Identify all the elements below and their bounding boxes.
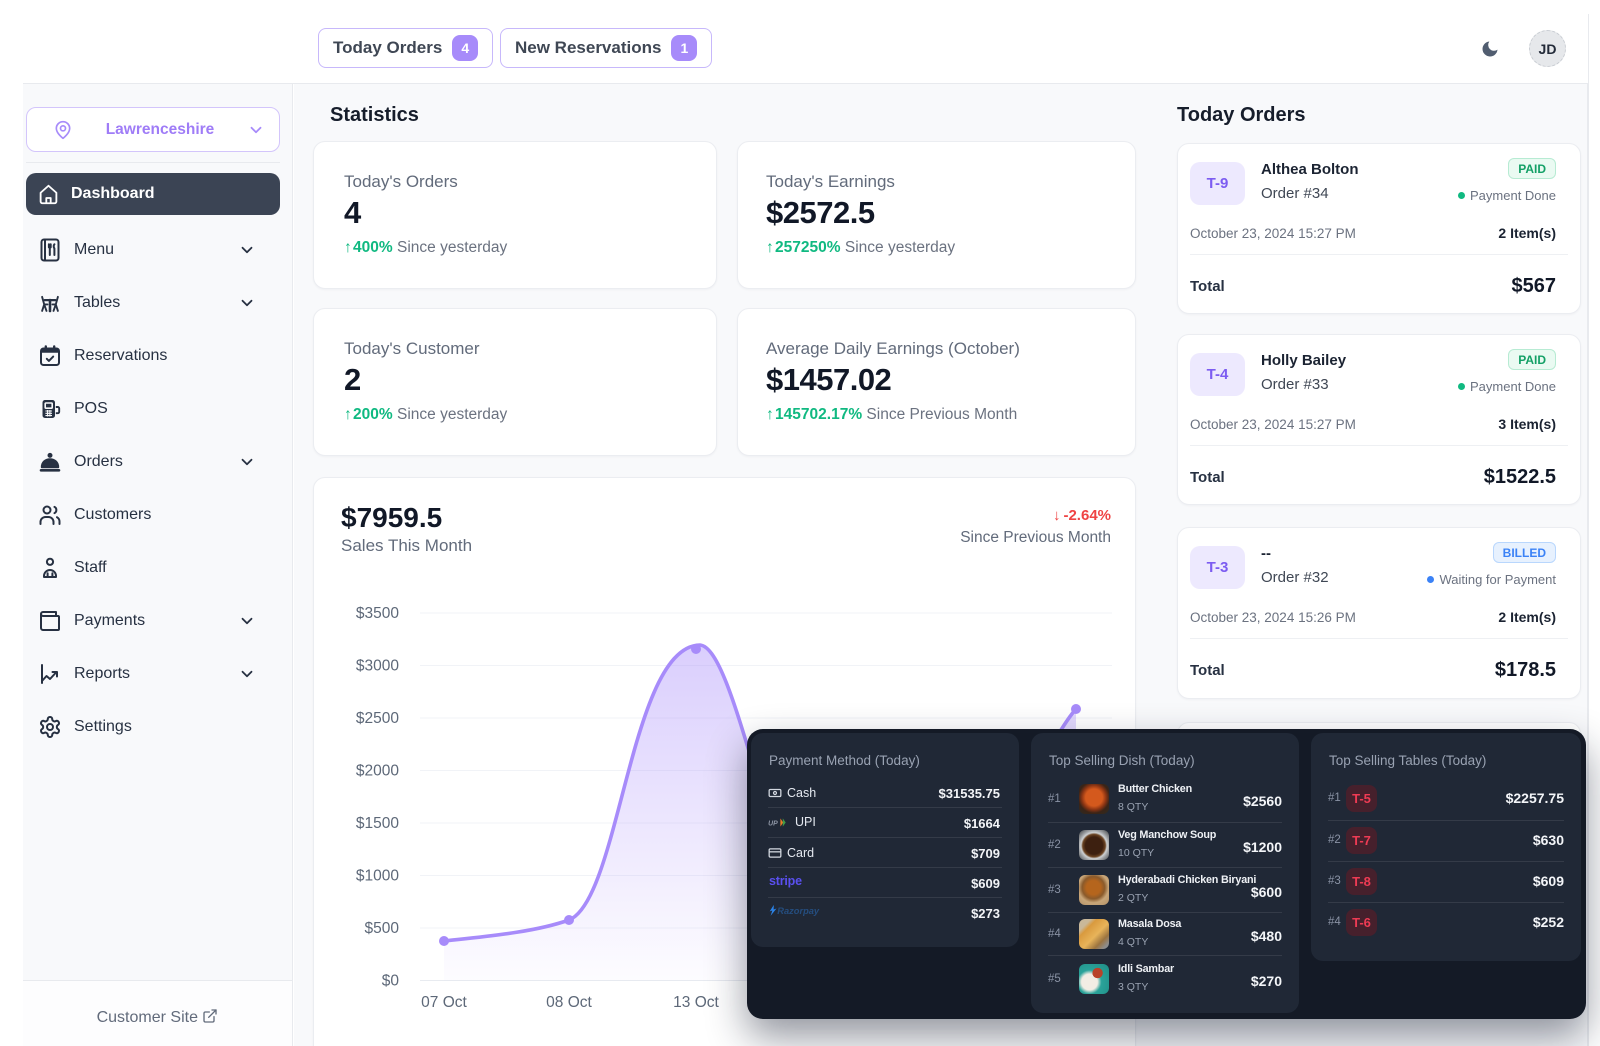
svg-text:$0: $0 (382, 973, 400, 990)
svg-text:07 Oct: 07 Oct (421, 994, 467, 1011)
svg-text:Razorpay: Razorpay (777, 906, 820, 916)
svg-text:13 Oct: 13 Oct (673, 994, 719, 1011)
svg-text:$2000: $2000 (356, 763, 399, 780)
svg-text:$1500: $1500 (356, 815, 399, 832)
svg-text:$3000: $3000 (356, 658, 399, 675)
svg-text:08 Oct: 08 Oct (546, 994, 592, 1011)
svg-text:$1000: $1000 (356, 868, 399, 885)
svg-text:UP: UP (768, 820, 778, 827)
svg-text:$2500: $2500 (356, 710, 399, 727)
svg-text:$3500: $3500 (356, 605, 399, 622)
svg-text:$500: $500 (365, 920, 400, 937)
